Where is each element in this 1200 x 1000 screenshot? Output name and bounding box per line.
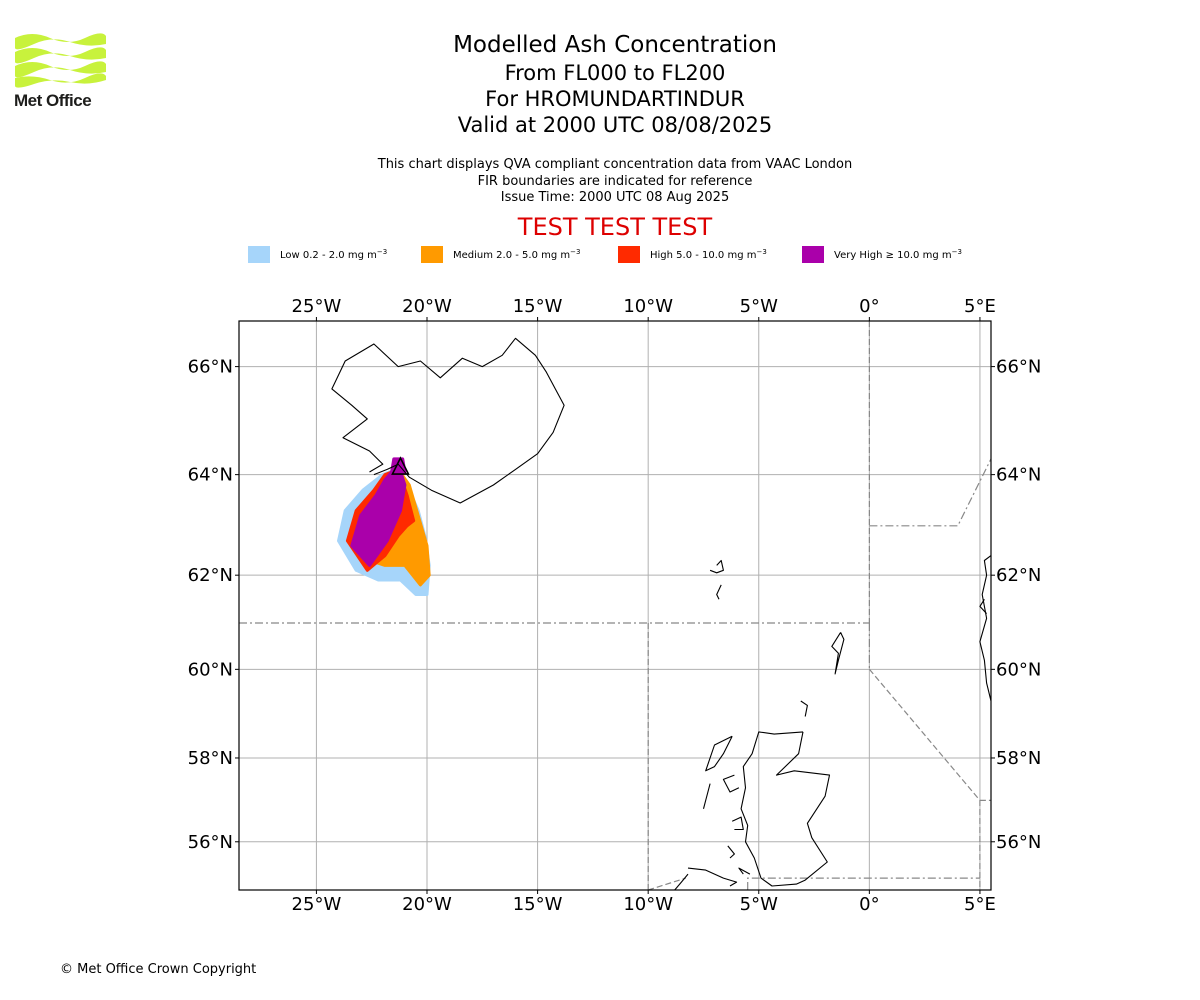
legend-swatch-low — [248, 245, 270, 263]
fir-boundary — [869, 458, 991, 527]
lat-tick-label-left: 64°N — [188, 465, 233, 486]
legend-label-high: High 5.0 - 10.0 mg m−3 — [650, 247, 767, 261]
lon-tick-label-bottom: 5°W — [740, 894, 778, 915]
lon-tick-label-top: 15°W — [513, 296, 563, 317]
volcano-layer — [391, 456, 410, 475]
coastlines — [331, 337, 991, 890]
subtitle-line-3: Issue Time: 2000 UTC 08 Aug 2025 — [500, 190, 730, 205]
coastline — [702, 783, 711, 809]
title-line-1: Modelled Ash Concentration — [453, 32, 777, 58]
volcano-marker — [391, 456, 410, 475]
lon-tick-label-top: 0° — [859, 296, 879, 317]
lat-tick-label-right: 60°N — [996, 659, 1041, 680]
legend: Low 0.2 - 2.0 mg m−3 Medium 2.0 - 5.0 mg… — [248, 244, 1008, 264]
coastline — [716, 584, 722, 600]
lat-tick-label-left: 60°N — [188, 659, 233, 680]
legend-swatch-medium — [421, 245, 443, 263]
fir-boundary — [868, 668, 981, 890]
title-line-2: From FL000 to FL200 — [504, 61, 726, 85]
lon-tick-label-top: 5°W — [740, 296, 778, 317]
met-office-logo-waves — [15, 33, 106, 88]
axis-ticks: 25°W 25°W 20°W 20°W 15°W 15°W 10°W 10°W 5°W 5°W 0°… — [188, 296, 1042, 915]
lat-tick-label-right: 66°N — [996, 357, 1041, 378]
coastline — [722, 774, 740, 793]
lat-tick-label-right: 62°N — [996, 565, 1041, 586]
subtitle-line-2: FIR boundaries are indicated for referen… — [477, 173, 753, 189]
coastline — [709, 559, 724, 574]
legend-label-low: Low 0.2 - 2.0 mg m−3 — [280, 247, 388, 261]
map-frame — [238, 320, 992, 891]
fir-boundaries — [239, 321, 991, 890]
lon-tick-label-bottom: 15°W — [513, 894, 563, 915]
lon-tick-label-top: 5°E — [964, 296, 996, 317]
title-line-3: For HROMUNDARTINDUR — [485, 87, 745, 111]
test-banner: TEST TEST TEST — [517, 213, 713, 241]
lat-tick-label-right: 58°N — [996, 748, 1041, 769]
lon-tick-label-top: 10°W — [623, 296, 673, 317]
legend-item-very-high: Very High ≥ 10.0 mg m−3 — [802, 244, 962, 264]
lat-tick-label-left: 56°N — [188, 832, 233, 853]
legend-item-high: High 5.0 - 10.0 mg m−3 — [618, 244, 767, 264]
legend-label-very-high: Very High ≥ 10.0 mg m−3 — [834, 247, 962, 261]
coastline — [331, 337, 565, 504]
coastline — [674, 873, 689, 890]
fir-boundary — [648, 877, 686, 890]
legend-swatch-very-high — [802, 245, 824, 263]
lat-tick-label-left: 58°N — [188, 748, 233, 769]
coastline — [687, 867, 738, 887]
lon-tick-label-top: 20°W — [402, 296, 452, 317]
lat-tick-label-left: 66°N — [188, 357, 233, 378]
title-line-4: Valid at 2000 UTC 08/08/2025 — [457, 113, 773, 137]
ash-area-very-high — [350, 462, 407, 567]
coastline — [979, 599, 988, 614]
chart-title: Modelled Ash Concentration From FL000 to… — [315, 30, 915, 138]
lat-tick-label-right: 56°N — [996, 832, 1041, 853]
legend-swatch-high — [618, 245, 640, 263]
lat-tick-label-left: 62°N — [188, 565, 233, 586]
coastline — [831, 632, 845, 675]
map-grid — [239, 321, 991, 890]
lon-tick-label-bottom: 25°W — [292, 894, 342, 915]
lon-tick-label-bottom: 5°E — [964, 894, 996, 915]
coastline — [979, 555, 991, 702]
lon-tick-label-bottom: 0° — [859, 894, 879, 915]
fir-boundary — [747, 877, 980, 890]
subtitle-line-1: This chart displays QVA compliant concen… — [377, 157, 853, 172]
legend-item-medium: Medium 2.0 - 5.0 mg m−3 — [421, 244, 580, 264]
coastline — [705, 735, 733, 772]
legend-label-medium: Medium 2.0 - 5.0 mg m−3 — [453, 247, 581, 261]
coastline — [738, 867, 751, 875]
lon-tick-label-bottom: 20°W — [402, 894, 452, 915]
ash-concentration — [337, 457, 431, 596]
lon-tick-label-bottom: 10°W — [623, 894, 673, 915]
coastline — [727, 845, 735, 859]
legend-item-low: Low 0.2 - 2.0 mg m−3 — [248, 244, 387, 264]
copyright: © Met Office Crown Copyright — [60, 962, 257, 977]
met-office-logo-text: Met Office — [14, 91, 92, 110]
coastline — [731, 816, 744, 831]
chart-subtitle: This chart displays QVA compliant concen… — [315, 157, 915, 207]
lat-tick-label-right: 64°N — [996, 465, 1041, 486]
coastline — [800, 700, 808, 717]
coastline — [740, 731, 831, 887]
lon-tick-label-top: 25°W — [292, 296, 342, 317]
